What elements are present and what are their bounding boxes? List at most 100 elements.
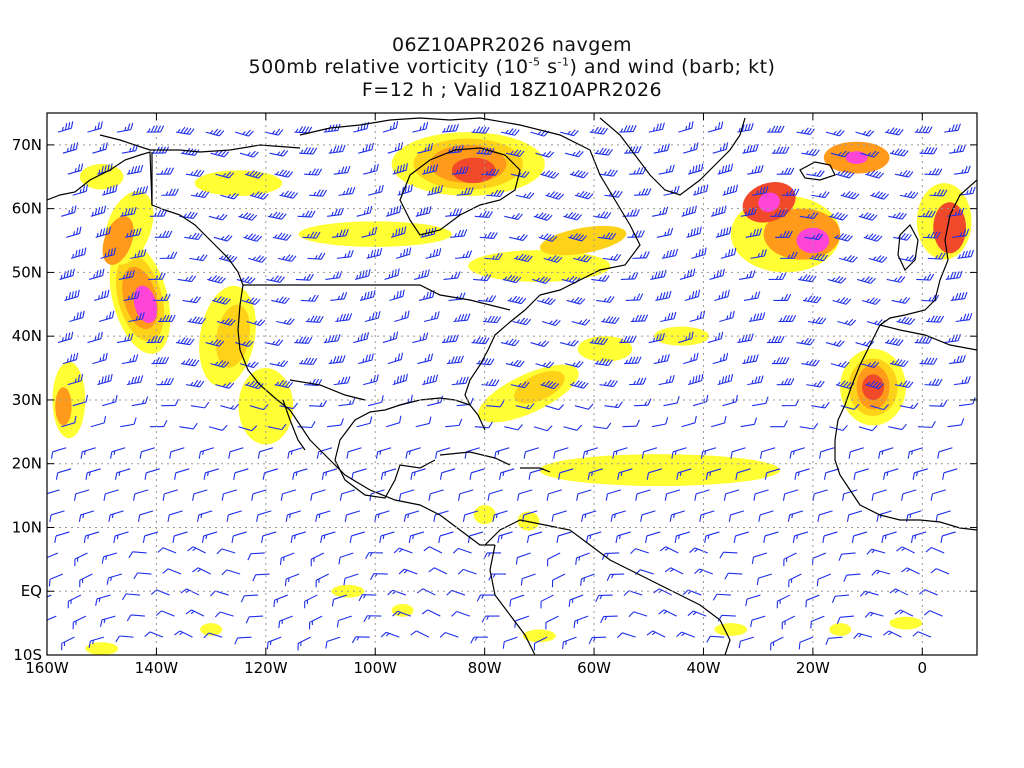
barb-feather	[488, 211, 493, 218]
barb-feather	[844, 151, 850, 158]
barb-feather	[449, 124, 453, 132]
barb-staff	[510, 594, 525, 601]
barb-staff	[678, 338, 692, 344]
barb-staff	[74, 552, 88, 560]
barb-staff	[67, 169, 82, 175]
barb-staff	[274, 173, 289, 178]
barb-feather	[689, 380, 692, 385]
barb-staff	[498, 531, 513, 537]
barb-feather	[635, 493, 638, 501]
barb-staff	[441, 130, 456, 133]
barb-feather	[214, 151, 219, 155]
barb-feather	[551, 514, 554, 522]
barb-staff	[507, 299, 522, 305]
barb-feather	[811, 359, 817, 366]
barb-feather	[813, 253, 819, 260]
barb-staff	[208, 215, 223, 221]
barb-feather	[873, 151, 880, 158]
barb-feather	[645, 251, 650, 259]
barb-feather	[303, 147, 308, 154]
barb-feather	[334, 208, 338, 216]
barb-feather	[592, 637, 596, 642]
vorticity-blob	[468, 250, 611, 282]
barb-feather	[892, 127, 898, 135]
barb-feather	[699, 311, 703, 319]
barb-staff	[262, 531, 277, 537]
barb-feather	[545, 277, 551, 284]
barb-feather	[454, 232, 457, 238]
barb-feather	[368, 316, 371, 321]
barb-feather	[124, 337, 127, 342]
barb-feather	[883, 472, 886, 480]
barb-feather	[869, 170, 876, 176]
barb-feather	[573, 296, 580, 303]
barb-staff	[264, 131, 279, 136]
barb-staff	[239, 152, 254, 158]
barb-feather	[836, 129, 842, 136]
barb-feather	[424, 269, 427, 277]
barb-feather	[45, 558, 46, 565]
barb-feather	[813, 423, 819, 430]
barb-feather	[916, 471, 918, 476]
barb-staff	[249, 194, 264, 200]
barb-feather	[269, 213, 273, 217]
barb-feather	[405, 163, 408, 171]
barb-feather	[142, 399, 145, 404]
barb-staff	[636, 489, 651, 495]
barb-feather	[160, 170, 164, 175]
coast-hispaniola	[520, 467, 551, 473]
barb-feather	[163, 378, 168, 385]
barb-feather	[219, 296, 225, 303]
barb-feather	[400, 252, 402, 258]
barb-feather	[163, 419, 168, 427]
barb-staff	[486, 194, 501, 197]
barb-staff	[884, 468, 899, 474]
barb-feather	[847, 318, 854, 325]
barb-feather	[763, 249, 767, 257]
barb-feather	[74, 415, 77, 423]
barb-feather	[746, 355, 750, 363]
barb-feather	[948, 337, 951, 343]
vorticity-blob	[845, 151, 868, 165]
barb-feather	[790, 167, 795, 175]
barb-feather	[284, 170, 291, 177]
barb-feather	[573, 213, 580, 220]
barb-feather	[543, 341, 550, 347]
barb-feather	[98, 295, 100, 300]
barb-staff	[597, 236, 612, 240]
barb-feather	[335, 271, 340, 279]
barb-feather	[189, 212, 195, 219]
barb-feather	[687, 610, 694, 617]
barb-staff	[132, 551, 147, 554]
barb-staff	[130, 614, 145, 617]
barb-staff	[622, 632, 636, 638]
barb-feather	[457, 314, 462, 322]
barb-staff	[684, 296, 699, 301]
barb-staff	[479, 236, 494, 240]
barb-feather	[835, 234, 839, 239]
barb-feather	[72, 253, 74, 259]
barb-feather	[745, 599, 748, 607]
barb-feather	[309, 273, 314, 281]
barb-feather	[898, 212, 904, 219]
barb-staff	[927, 257, 942, 260]
barb-staff	[532, 278, 546, 284]
barb-feather	[371, 312, 375, 320]
barb-feather	[526, 535, 530, 543]
barb-feather	[202, 254, 208, 261]
barb-feather	[838, 553, 843, 561]
barb-staff	[716, 593, 731, 596]
barb-feather	[519, 234, 525, 241]
barb-feather	[547, 256, 552, 261]
barb-feather	[366, 206, 370, 214]
barb-feather	[962, 229, 967, 237]
barb-feather	[788, 314, 793, 322]
barb-feather	[818, 233, 824, 240]
barb-staff	[571, 320, 586, 326]
barb-staff	[823, 531, 838, 537]
barb-staff	[422, 588, 436, 596]
barb-feather	[694, 568, 701, 575]
barb-staff	[907, 510, 922, 516]
barb-staff	[215, 384, 230, 389]
barb-staff	[613, 447, 628, 453]
